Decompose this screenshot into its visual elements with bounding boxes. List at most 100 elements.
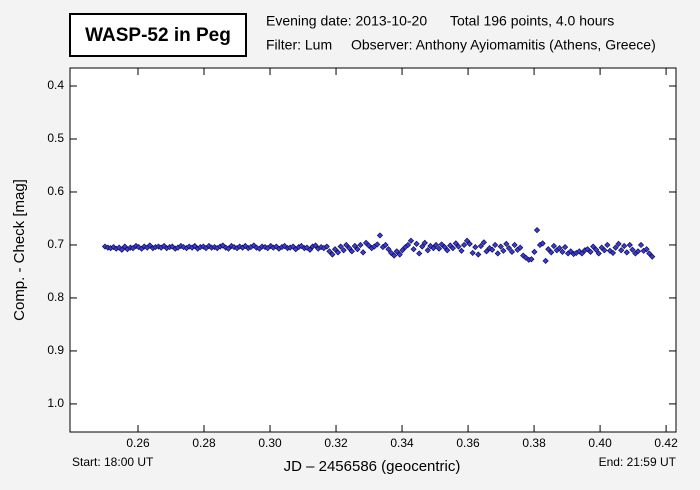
- y-tick-label: 0.9: [47, 343, 64, 357]
- filter: Filter: Lum: [266, 37, 332, 53]
- data-point: [463, 237, 471, 244]
- data-point: [419, 243, 426, 250]
- data-point: [306, 246, 314, 253]
- data-point: [503, 240, 510, 248]
- data-point: [360, 249, 367, 256]
- data-point: [469, 249, 476, 257]
- chart-title: WASP-52 in Peg: [85, 25, 231, 46]
- data-point: [410, 246, 417, 253]
- x-tick-label: 0.28: [192, 436, 216, 450]
- y-tick-label: 0.6: [47, 184, 64, 198]
- data-point: [531, 248, 538, 255]
- data-point: [615, 240, 622, 248]
- data-point: [492, 241, 499, 249]
- data-point: [458, 247, 465, 254]
- data-point: [337, 243, 344, 250]
- data-point: [329, 251, 336, 258]
- data-point: [348, 248, 355, 255]
- data-point: [559, 248, 566, 255]
- data-point: [618, 247, 625, 254]
- data-point: [612, 244, 619, 251]
- data-point: [522, 254, 529, 261]
- data-point: [441, 243, 448, 251]
- x-axis-label: JD – 2456586 (geocentric): [284, 458, 461, 475]
- x-tick-label: 0.34: [390, 436, 414, 450]
- data-point: [404, 241, 412, 249]
- data-point: [562, 243, 569, 251]
- data-point: [346, 245, 353, 252]
- data-point: [480, 239, 487, 246]
- y-tick-label: 0.7: [47, 237, 64, 251]
- data-point: [649, 253, 656, 260]
- data-point: [545, 246, 552, 253]
- data-point: [427, 242, 434, 250]
- data-point: [590, 243, 597, 250]
- data-point: [511, 241, 518, 249]
- data-point: [396, 251, 403, 258]
- data-point: [601, 247, 608, 254]
- x-tick-label: 0.38: [522, 436, 546, 450]
- data-point: [391, 252, 398, 259]
- data-point: [533, 227, 541, 234]
- data-point: [604, 241, 611, 249]
- data-point: [351, 242, 358, 250]
- data-point: [621, 242, 628, 250]
- x-tick-label: 0.30: [258, 436, 282, 450]
- observer: Observer: Anthony Ayiomamitis (Athens, G…: [351, 37, 656, 53]
- start-time: Start: 18:00 UT: [72, 455, 154, 469]
- data-point: [416, 250, 423, 257]
- y-tick-label: 1.0: [47, 396, 64, 410]
- data-point: [421, 239, 428, 246]
- title-box: [69, 13, 247, 57]
- data-point: [587, 248, 594, 255]
- data-point: [542, 257, 549, 264]
- data-point: [497, 243, 504, 250]
- data-point: [623, 249, 630, 256]
- data-point: [331, 246, 339, 253]
- data-point: [483, 248, 490, 255]
- data-point: [424, 247, 431, 254]
- data-point: [354, 246, 361, 253]
- data-point: [528, 256, 535, 263]
- data-point: [475, 251, 482, 258]
- data-point: [435, 245, 443, 252]
- total-points: Total 196 points, 4.0 hours: [450, 13, 614, 29]
- data-point: [578, 250, 586, 257]
- data-point: [626, 241, 633, 249]
- data-point: [455, 243, 462, 250]
- data-point: [508, 248, 516, 255]
- data-point: [576, 248, 583, 255]
- data-point: [118, 246, 125, 253]
- data-point: [593, 246, 600, 253]
- data-point: [461, 241, 468, 249]
- x-tick-label: 0.26: [126, 436, 150, 450]
- data-point: [643, 246, 650, 253]
- data-point: [609, 249, 617, 257]
- y-axis-label: Comp. - Check [mag]: [11, 179, 28, 321]
- data-point: [466, 240, 473, 248]
- data-point: [556, 245, 563, 252]
- y-tick-label: 0.8: [47, 290, 64, 304]
- plot-area: [69, 67, 677, 433]
- data-point: [312, 242, 319, 249]
- data-point: [489, 246, 496, 253]
- data-point: [413, 240, 420, 248]
- data-point: [444, 247, 451, 254]
- data-point: [399, 247, 406, 254]
- data-point: [637, 241, 645, 249]
- data-point: [385, 246, 392, 253]
- evening-date: Evening date: 2013-10-20: [266, 13, 427, 29]
- data-point: [517, 244, 524, 251]
- data-point: [452, 240, 459, 247]
- data-point: [595, 250, 602, 257]
- data-point: [298, 242, 305, 250]
- data-point: [374, 241, 381, 248]
- data-point: [472, 243, 479, 251]
- data-point: [629, 246, 636, 253]
- data-point: [550, 242, 557, 250]
- data-point: [539, 240, 546, 247]
- data-point: [505, 245, 513, 252]
- data-point: [432, 241, 440, 249]
- data-point: [382, 241, 389, 249]
- x-tick-label: 0.42: [654, 436, 678, 450]
